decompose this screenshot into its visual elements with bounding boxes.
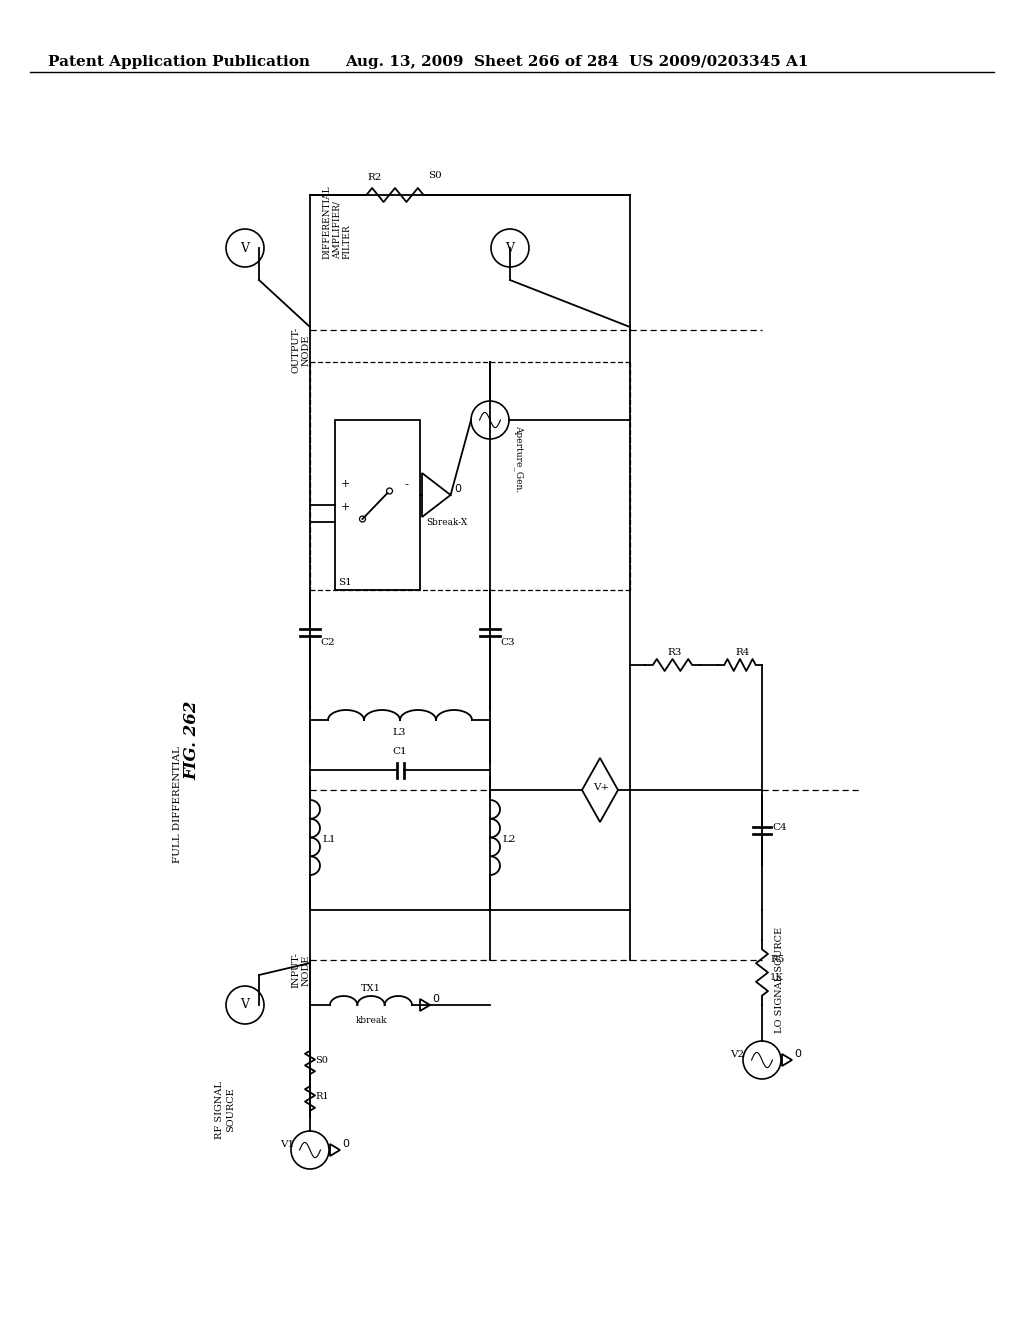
Text: 0: 0	[455, 484, 462, 494]
Text: V: V	[241, 242, 250, 255]
Text: S0: S0	[428, 172, 442, 180]
Text: C1: C1	[392, 747, 407, 756]
Text: 0: 0	[342, 1139, 349, 1148]
Text: V: V	[241, 998, 250, 1011]
Text: L1: L1	[322, 836, 336, 845]
Text: +: +	[341, 479, 350, 488]
Text: V2: V2	[730, 1049, 744, 1059]
Text: 0: 0	[432, 994, 439, 1005]
Text: V1: V1	[280, 1140, 294, 1148]
Text: +: +	[341, 502, 350, 512]
Text: C2: C2	[319, 638, 335, 647]
Text: L2: L2	[502, 836, 515, 845]
Text: R1: R1	[315, 1092, 329, 1101]
Text: INPUT-
NODE: INPUT- NODE	[291, 952, 310, 987]
Text: FIG. 262: FIG. 262	[183, 700, 200, 780]
Text: kbreak: kbreak	[356, 1016, 388, 1026]
Text: 1K: 1K	[770, 973, 783, 982]
Text: C4: C4	[772, 822, 786, 832]
Text: Patent Application Publication: Patent Application Publication	[48, 55, 310, 69]
Text: V+: V+	[593, 784, 609, 792]
Bar	[335, 420, 420, 590]
Text: -: -	[404, 479, 408, 488]
Text: S1: S1	[338, 578, 352, 587]
Text: 0: 0	[794, 1049, 801, 1059]
Text: V: V	[506, 242, 514, 255]
Text: Aperture_Gen.: Aperture_Gen.	[514, 425, 523, 492]
Text: TX1: TX1	[361, 983, 381, 993]
Text: R3: R3	[668, 648, 682, 657]
Text: LO SIGNAL SOURCE: LO SIGNAL SOURCE	[775, 927, 784, 1034]
Text: DIFFERENTIAL
AMPLIFIER/
FILTER: DIFFERENTIAL AMPLIFIER/ FILTER	[322, 185, 352, 259]
Text: Sbreak-X: Sbreak-X	[426, 517, 467, 527]
Text: R4: R4	[735, 648, 750, 657]
Text: Aug. 13, 2009  Sheet 266 of 284  US 2009/0203345 A1: Aug. 13, 2009 Sheet 266 of 284 US 2009/0…	[345, 55, 809, 69]
Text: C3: C3	[500, 638, 515, 647]
Text: R2: R2	[368, 173, 382, 182]
Text: L3: L3	[392, 729, 406, 737]
Text: RF SIGNAL
SOURCE: RF SIGNAL SOURCE	[215, 1081, 234, 1139]
Text: FULL DIFFERENTIAL: FULL DIFFERENTIAL	[173, 747, 182, 863]
Text: R5: R5	[770, 954, 784, 964]
Text: S0: S0	[315, 1056, 328, 1065]
Text: OUTPUT-
NODE: OUTPUT- NODE	[291, 327, 310, 374]
